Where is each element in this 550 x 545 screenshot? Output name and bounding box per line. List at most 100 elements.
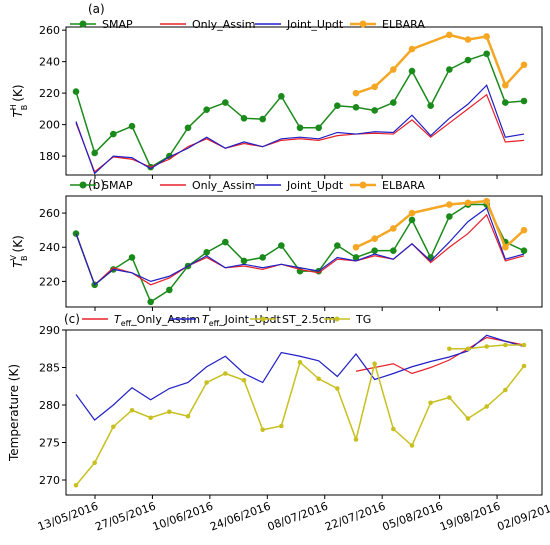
data-point-smap xyxy=(390,247,397,254)
series-line-only_assim xyxy=(75,213,525,286)
legend-marker-elbara xyxy=(359,181,367,189)
y-axis-label: TV B(K) xyxy=(9,235,29,268)
plot-frame xyxy=(65,329,543,496)
data-point-smap xyxy=(147,298,154,306)
x-tick-label: 19/08/2016 xyxy=(438,500,502,534)
y-axis-label: Temperature (K) xyxy=(7,364,21,462)
data-point-smap xyxy=(520,247,528,254)
legend-label: Joint_Updt xyxy=(286,18,344,31)
y-tick-label: 275 xyxy=(39,437,60,450)
panel-label: (c) xyxy=(64,312,80,326)
data-point-smap xyxy=(259,254,266,261)
data-point-smap xyxy=(427,102,434,110)
x-tick-label: 05/08/2016 xyxy=(381,500,445,534)
series-line-joint_updt xyxy=(75,84,525,175)
data-point-elbara xyxy=(408,45,416,53)
data-point-elbara xyxy=(408,209,416,217)
data-point-smap xyxy=(222,99,229,106)
y-tick-label: 220 xyxy=(39,87,60,100)
series-line-joint_updt xyxy=(75,206,525,286)
data-point-smap xyxy=(128,254,136,261)
panel-label: (a) xyxy=(88,2,105,16)
data-point-elbara xyxy=(371,235,378,242)
data-point-smap xyxy=(278,242,285,249)
data-point-smap xyxy=(128,122,136,130)
data-point-smap xyxy=(483,50,490,58)
legend-marker-smap xyxy=(79,181,87,189)
legend-label: Only_Assim xyxy=(192,18,255,31)
series-line-st xyxy=(75,360,525,486)
data-point-st xyxy=(503,387,508,393)
data-point-st xyxy=(92,460,97,466)
legend-label: Joint_Updt xyxy=(286,179,344,192)
data-point-smap xyxy=(446,66,453,73)
data-point-smap xyxy=(296,124,304,132)
data-point-st xyxy=(111,424,116,430)
data-point-st xyxy=(260,427,265,433)
data-point-smap xyxy=(184,124,192,132)
data-point-smap xyxy=(240,115,248,122)
data-point-tg xyxy=(484,344,489,349)
data-point-smap xyxy=(464,56,472,64)
x-tick-label: 22/07/2016 xyxy=(323,500,387,534)
y-tick-label: 180 xyxy=(39,150,60,163)
legend-marker-tg xyxy=(334,316,340,322)
y-tick-label: 220 xyxy=(39,275,60,288)
x-tick-label: 27/05/2016 xyxy=(93,500,157,534)
series-line-only_assim xyxy=(355,336,525,375)
data-point-tg xyxy=(465,346,471,352)
data-point-st xyxy=(185,413,191,419)
data-point-st xyxy=(391,426,396,432)
legend-label: SMAP xyxy=(102,179,133,192)
data-point-st xyxy=(335,386,340,391)
plot-frame xyxy=(65,26,543,176)
data-point-st xyxy=(223,371,228,376)
series-line-smap xyxy=(75,203,525,303)
data-point-smap xyxy=(110,130,117,138)
x-tick-label: 08/07/2016 xyxy=(266,500,330,534)
data-point-elbara xyxy=(390,225,397,232)
data-point-tg xyxy=(447,346,452,352)
data-point-st xyxy=(241,377,247,383)
data-point-smap xyxy=(166,286,173,294)
panel-1: 180 200 220 240 260 TH B(K) (a) SMAP Only_Assim Jo… xyxy=(9,2,543,179)
data-point-smap xyxy=(502,99,509,106)
data-point-st xyxy=(521,363,527,369)
data-point-elbara xyxy=(502,243,509,251)
data-point-elbara xyxy=(502,81,509,89)
data-point-smap xyxy=(315,124,322,132)
legend-label: TG xyxy=(355,313,371,326)
data-point-smap xyxy=(520,97,528,105)
data-point-st xyxy=(316,376,321,382)
series-line-smap xyxy=(75,52,525,169)
data-point-smap xyxy=(334,242,341,249)
data-point-smap xyxy=(91,149,98,157)
y-axis-label: TH B(K) xyxy=(9,84,29,117)
data-point-smap xyxy=(259,115,266,123)
plot-frame xyxy=(65,195,543,308)
panel-2: 220 240 260 TV B(K) (b)SMAP Only_Assim Joint_Up… xyxy=(9,178,543,311)
data-point-tg xyxy=(521,342,527,348)
data-point-st xyxy=(465,416,471,421)
data-point-smap xyxy=(203,249,210,256)
legend-label: SMAP xyxy=(102,18,133,31)
data-point-smap xyxy=(408,216,416,224)
data-point-smap xyxy=(222,238,229,246)
data-point-st xyxy=(447,395,452,400)
y-tick-label: 290 xyxy=(39,324,60,337)
data-point-elbara xyxy=(483,197,490,205)
data-point-elbara xyxy=(520,226,528,234)
legend-label: Teff_Only_Assim xyxy=(114,313,200,328)
data-point-st xyxy=(484,404,489,409)
data-point-elbara xyxy=(390,66,397,73)
data-point-st xyxy=(372,361,377,367)
panel-3: 270 275 280 285 290 13/05/201627/05/201610/06… xyxy=(7,312,550,534)
data-point-smap xyxy=(446,213,453,220)
x-tick-label: 02/09/2016 xyxy=(495,500,550,534)
data-point-smap xyxy=(390,99,397,106)
data-point-smap xyxy=(334,102,341,110)
data-point-smap xyxy=(371,107,378,114)
y-tick-label: 285 xyxy=(39,362,60,375)
y-tick-label: 240 xyxy=(39,241,60,254)
